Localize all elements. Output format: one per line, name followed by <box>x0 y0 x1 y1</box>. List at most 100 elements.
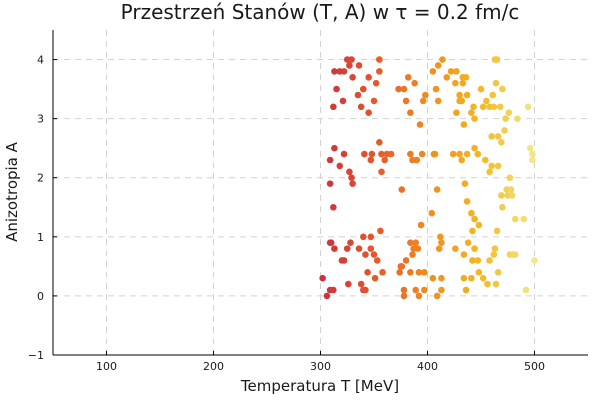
data-point-25 <box>349 180 356 187</box>
data-point-148 <box>462 286 470 294</box>
data-point-161 <box>496 103 504 111</box>
data-point-136 <box>468 209 475 217</box>
data-point-21 <box>331 144 338 152</box>
data-point-157 <box>492 79 500 87</box>
x-tick-label-1: 200 <box>203 360 224 373</box>
data-point-5 <box>349 73 356 81</box>
data-point-121 <box>453 109 460 117</box>
data-point-24 <box>348 174 355 182</box>
data-point-150 <box>479 274 487 282</box>
data-point-35 <box>387 150 395 158</box>
data-point-45 <box>355 245 363 252</box>
data-point-166 <box>501 127 508 134</box>
x-tick-label-3: 400 <box>417 360 438 373</box>
data-point-33 <box>381 156 389 164</box>
data-point-47 <box>367 245 375 252</box>
data-point-173 <box>488 162 496 170</box>
data-point-77 <box>398 186 406 193</box>
data-point-188 <box>492 280 500 288</box>
data-point-193 <box>522 286 530 294</box>
data-point-132 <box>471 144 478 152</box>
data-point-174 <box>494 162 502 170</box>
data-point-86 <box>396 268 403 276</box>
data-point-67 <box>404 73 412 81</box>
data-point-181 <box>499 203 506 211</box>
data-point-142 <box>464 239 472 247</box>
data-point-189 <box>490 251 498 258</box>
data-point-1 <box>346 62 353 69</box>
data-point-50 <box>377 227 384 235</box>
data-point-69 <box>411 79 418 87</box>
data-point-119 <box>462 73 470 81</box>
data-point-156 <box>489 91 497 99</box>
data-point-145 <box>474 257 482 264</box>
data-point-138 <box>475 221 483 229</box>
data-point-146 <box>475 268 483 276</box>
data-point-102 <box>431 150 439 158</box>
data-point-153 <box>479 103 487 111</box>
data-point-143 <box>471 245 478 252</box>
data-point-83 <box>409 251 416 258</box>
data-point-70 <box>416 121 424 128</box>
data-point-103 <box>433 186 441 193</box>
data-point-66 <box>402 97 410 105</box>
data-point-113 <box>447 68 455 75</box>
data-point-88 <box>407 268 414 276</box>
data-point-27 <box>326 180 334 187</box>
data-point-52 <box>360 233 367 241</box>
data-point-10 <box>330 103 337 111</box>
data-point-131 <box>463 150 471 158</box>
data-point-90 <box>400 292 408 300</box>
data-point-149 <box>468 274 475 282</box>
data-point-71 <box>419 97 427 105</box>
data-point-17 <box>365 73 372 81</box>
data-point-93 <box>420 286 428 294</box>
data-point-163 <box>488 133 496 140</box>
data-point-48 <box>370 251 378 258</box>
y-tick-label-4: 3 <box>37 113 44 126</box>
data-point-151 <box>484 280 491 288</box>
data-point-64 <box>395 85 402 93</box>
data-point-182 <box>493 227 501 235</box>
y-tick-label-1: 0 <box>37 290 44 303</box>
data-point-84 <box>402 257 410 264</box>
data-point-126 <box>471 115 478 122</box>
data-point-170 <box>524 103 532 111</box>
data-point-18 <box>355 62 363 69</box>
data-point-162 <box>499 85 506 93</box>
data-point-96 <box>429 68 437 75</box>
data-point-171 <box>481 156 489 164</box>
data-point-73 <box>418 150 426 158</box>
data-point-107 <box>435 245 443 252</box>
chart-title: Przestrzeń Stanów (T, A) w τ = 0.2 fm/c <box>121 0 520 24</box>
data-point-129 <box>456 150 463 158</box>
x-axis-label: Temperatura T [MeV] <box>240 377 399 395</box>
data-point-32 <box>378 150 385 158</box>
data-point-12 <box>365 109 372 117</box>
data-point-125 <box>468 109 475 117</box>
data-point-179 <box>508 192 516 199</box>
data-point-135 <box>463 198 471 205</box>
data-point-147 <box>460 274 468 282</box>
data-point-99 <box>439 56 446 63</box>
data-point-130 <box>458 156 466 164</box>
x-tick-label-0: 100 <box>96 360 117 373</box>
data-point-61 <box>330 286 337 294</box>
data-point-127 <box>470 103 477 111</box>
data-point-141 <box>460 251 468 258</box>
data-point-42 <box>347 239 354 247</box>
data-point-94 <box>420 268 428 276</box>
data-point-51 <box>367 233 375 241</box>
data-point-13 <box>370 97 378 105</box>
data-point-36 <box>378 168 385 176</box>
y-tick-label-0: −1 <box>28 349 44 362</box>
data-point-123 <box>458 97 466 105</box>
data-point-4 <box>331 68 338 75</box>
data-point-14 <box>372 79 380 87</box>
data-point-108 <box>438 274 445 282</box>
x-tick-label-2: 300 <box>310 360 331 373</box>
data-point-59 <box>345 280 352 288</box>
data-point-167 <box>505 109 513 117</box>
data-point-194 <box>531 257 538 264</box>
